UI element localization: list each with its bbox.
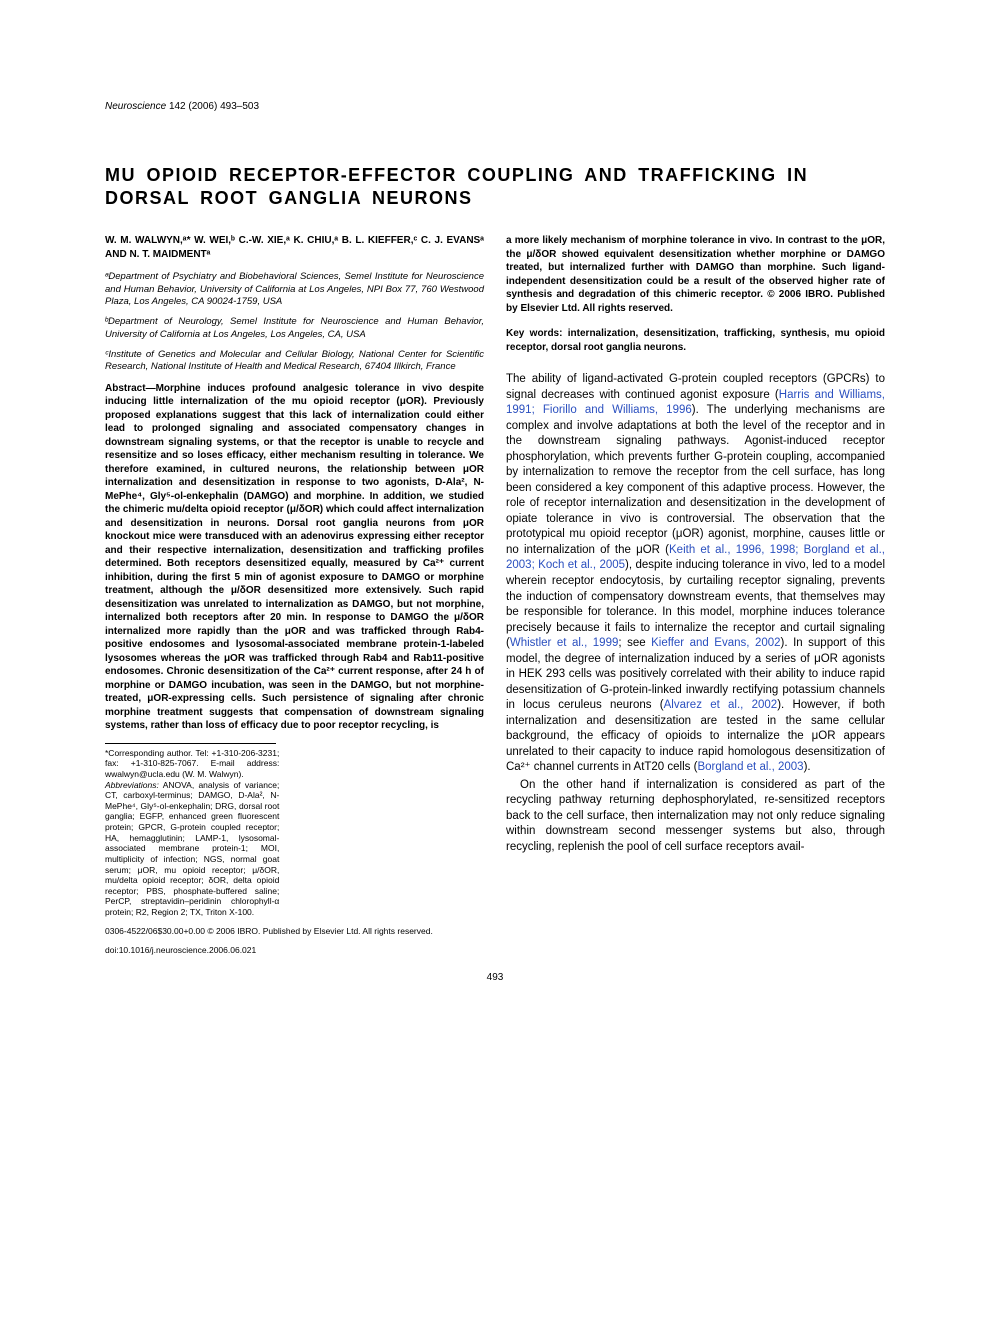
journal-name: Neuroscience <box>105 101 166 112</box>
affiliation-a: ᵃDepartment of Psychiatry and Biobehavio… <box>105 271 484 308</box>
journal-volume: 142 (2006) 493–503 <box>169 101 259 112</box>
citation-4[interactable]: Kieffer and Evans, 2002 <box>651 637 780 649</box>
corresponding-author: *Corresponding author. Tel: +1-310-206-3… <box>105 748 279 780</box>
doi-line: doi:10.1016/j.neuroscience.2006.06.021 <box>105 945 885 956</box>
keywords: Key words: internalization, desensitizat… <box>506 327 885 354</box>
footnote-divider <box>105 743 276 744</box>
author-list: W. M. WALWYN,ᵃ* W. WEI,ᵇ C.-W. XIE,ᵃ K. … <box>105 234 484 261</box>
abstract-continuation: a more likely mechanism of morphine tole… <box>506 234 885 315</box>
affiliation-c: ᶜInstitute of Genetics and Molecular and… <box>105 349 484 374</box>
affiliation-b: ᵇDepartment of Neurology, Semel Institut… <box>105 316 484 341</box>
article-title: MU OPIOID RECEPTOR-EFFECTOR COUPLING AND… <box>105 164 885 211</box>
citation-5[interactable]: Alvarez et al., 2002 <box>664 699 778 711</box>
abstract-label: Abstract— <box>105 383 156 394</box>
intro-paragraph-2: On the other hand if internalization is … <box>506 778 885 856</box>
footnotes-block: *Corresponding author. Tel: +1-310-206-3… <box>105 748 279 918</box>
copyright-line: 0306-4522/06$30.00+0.00 © 2006 IBRO. Pub… <box>105 926 885 937</box>
page-number: 493 <box>105 971 885 985</box>
two-column-body: W. M. WALWYN,ᵃ* W. WEI,ᵇ C.-W. XIE,ᵃ K. … <box>105 234 885 917</box>
citation-6[interactable]: Borgland et al., 2003 <box>697 761 803 773</box>
abstract-text: Morphine induces profound analgesic tole… <box>105 383 484 732</box>
journal-reference: Neuroscience 142 (2006) 493–503 <box>105 100 885 114</box>
abbreviations: Abbreviations: Abbreviations: ANOVA, ana… <box>105 780 279 918</box>
abstract-block: Abstract—Morphine induces profound analg… <box>105 382 484 733</box>
intro-paragraph-1: The ability of ligand-activated G-protei… <box>506 372 885 855</box>
citation-3[interactable]: Whistler et al., 1999 <box>510 637 619 649</box>
